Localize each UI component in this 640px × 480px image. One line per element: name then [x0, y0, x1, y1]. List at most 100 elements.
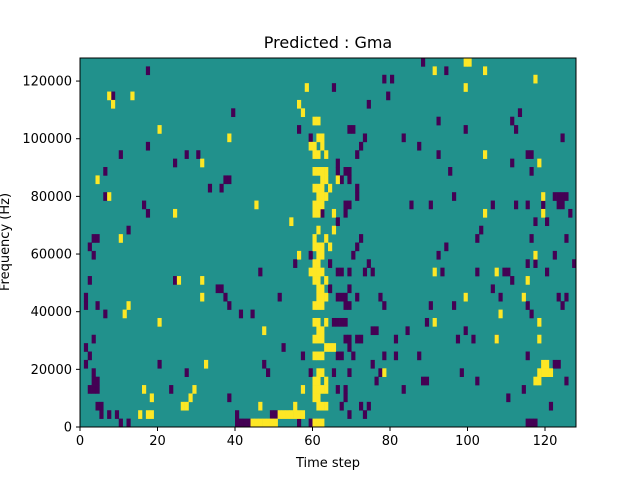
heatmap-cell-low [339, 351, 344, 361]
heatmap-cell-high [432, 66, 437, 76]
heatmap-cell-high [320, 334, 325, 344]
heatmap-cell-high [297, 410, 302, 419]
heatmap-cell-high [324, 376, 329, 386]
heatmap-cell-low [541, 200, 546, 210]
heatmap-cell-low [347, 301, 352, 310]
heatmap-cell-low [111, 91, 116, 101]
heatmap-cell-high [483, 150, 488, 159]
heatmap-cell-low [273, 410, 278, 419]
heatmap-cell-low [87, 242, 92, 252]
heatmap-cell-high [320, 418, 325, 428]
heatmap-cell-low [533, 259, 538, 268]
heatmap-cell-low [552, 192, 557, 201]
heatmap-cell-low [95, 301, 100, 310]
heatmap-cell-high [483, 208, 488, 218]
heatmap-cell-low [227, 393, 232, 403]
heatmap-cell-low [331, 317, 337, 327]
heatmap-cell-high [312, 242, 317, 252]
heatmap-cell-high [331, 208, 337, 218]
heatmap-cell-high [541, 192, 546, 201]
heatmap-cell-high [324, 385, 329, 394]
heatmap-cell-low [428, 200, 433, 210]
heatmap-cell-low [355, 292, 360, 302]
heatmap-cell-high [316, 401, 321, 411]
heatmap-cell-high [328, 343, 333, 352]
heatmap-cell-low [436, 250, 441, 260]
heatmap-cell-low [277, 292, 282, 302]
heatmap-cell-high [289, 217, 294, 227]
heatmap-cell-high [537, 317, 542, 327]
heatmap-cell-high [320, 385, 325, 394]
heatmap-cell-low [95, 385, 100, 394]
heatmap-cell-low [390, 74, 395, 84]
heatmap-cell-high [320, 284, 325, 294]
heatmap-cell-low [308, 418, 313, 428]
heatmap-cell-high [277, 410, 282, 419]
heatmap-cell-low [308, 368, 313, 377]
heatmap-cell-low [533, 418, 538, 428]
heatmap-cell-low [103, 167, 108, 176]
x-tick-label: 60 [304, 434, 321, 449]
heatmap-cell-low [173, 276, 178, 285]
heatmap-cell-low [382, 74, 387, 84]
heatmap-cell-high [316, 225, 321, 235]
heatmap-cell-high [324, 317, 329, 327]
heatmap-cell-low [269, 410, 275, 419]
heatmap-cell-low [366, 401, 371, 411]
heatmap-cell-low [405, 326, 410, 336]
heatmap-cell-low [471, 334, 476, 344]
heatmap-cell-low [548, 401, 554, 411]
heatmap-cell-low [223, 175, 228, 185]
heatmap-cell-high [316, 276, 321, 285]
heatmap-cell-high [312, 317, 317, 327]
y-tick-label: 100000 [22, 132, 72, 147]
heatmap-cell-high [312, 276, 317, 285]
plot-frame [79, 57, 577, 428]
heatmap-cell-low [103, 192, 108, 201]
heatmap-cell-low [343, 301, 348, 310]
heatmap-cell-low [347, 125, 352, 134]
heatmap-cell-high [312, 393, 317, 403]
heatmap-cell-high [312, 208, 317, 218]
heatmap-cell-low [514, 125, 519, 134]
heatmap-cell-low [219, 183, 224, 193]
heatmap-cell-high [320, 368, 325, 377]
heatmap-cell-high [324, 192, 329, 201]
heatmap-cell-low [347, 167, 352, 176]
x-tick-label: 20 [149, 434, 166, 449]
heatmap-cell-low [297, 125, 302, 134]
heatmap-cell-low [560, 133, 565, 143]
heatmap-cell-low [227, 301, 232, 310]
heatmap-cell-low [91, 368, 96, 377]
heatmap-cell-low [560, 200, 565, 210]
y-axis: 0 20000 40000 60000 80000 100000 120000 [22, 75, 80, 436]
heatmap-cell-low [118, 150, 123, 159]
heatmap-cell-low [331, 83, 337, 92]
heatmap-cell-low [556, 292, 561, 302]
heatmap-cell-low [335, 217, 340, 227]
heatmap-cell-high [320, 175, 325, 185]
heatmap-cell-high [320, 133, 325, 143]
heatmap-cell-low [91, 385, 96, 394]
heatmap-cell-low [343, 200, 348, 210]
heatmap-cell-low [351, 250, 356, 260]
heatmap-cell-high [316, 167, 321, 176]
heatmap-cell-low [95, 234, 100, 243]
heatmap-cell-low [463, 125, 468, 134]
heatmap-cell-high [463, 292, 468, 302]
heatmap-cell-high [316, 376, 321, 386]
heatmap-cell-low [386, 91, 391, 101]
heatmap-cell-low [552, 359, 557, 369]
heatmap-cell-low [455, 334, 461, 344]
heatmap-cell-low [339, 317, 344, 327]
heatmap-cell-low [514, 200, 519, 210]
heatmap-cell-low [359, 401, 364, 411]
heatmap-cell-high [320, 267, 325, 277]
heatmap-cell-low [525, 200, 530, 210]
heatmap-cell-low [529, 167, 534, 176]
heatmap-cell-low [448, 167, 453, 176]
heatmap-cell-high [285, 410, 290, 419]
heatmap-cell-low [145, 208, 151, 218]
heatmap-cell-high [312, 234, 317, 243]
heatmap-cell-high [316, 351, 321, 361]
